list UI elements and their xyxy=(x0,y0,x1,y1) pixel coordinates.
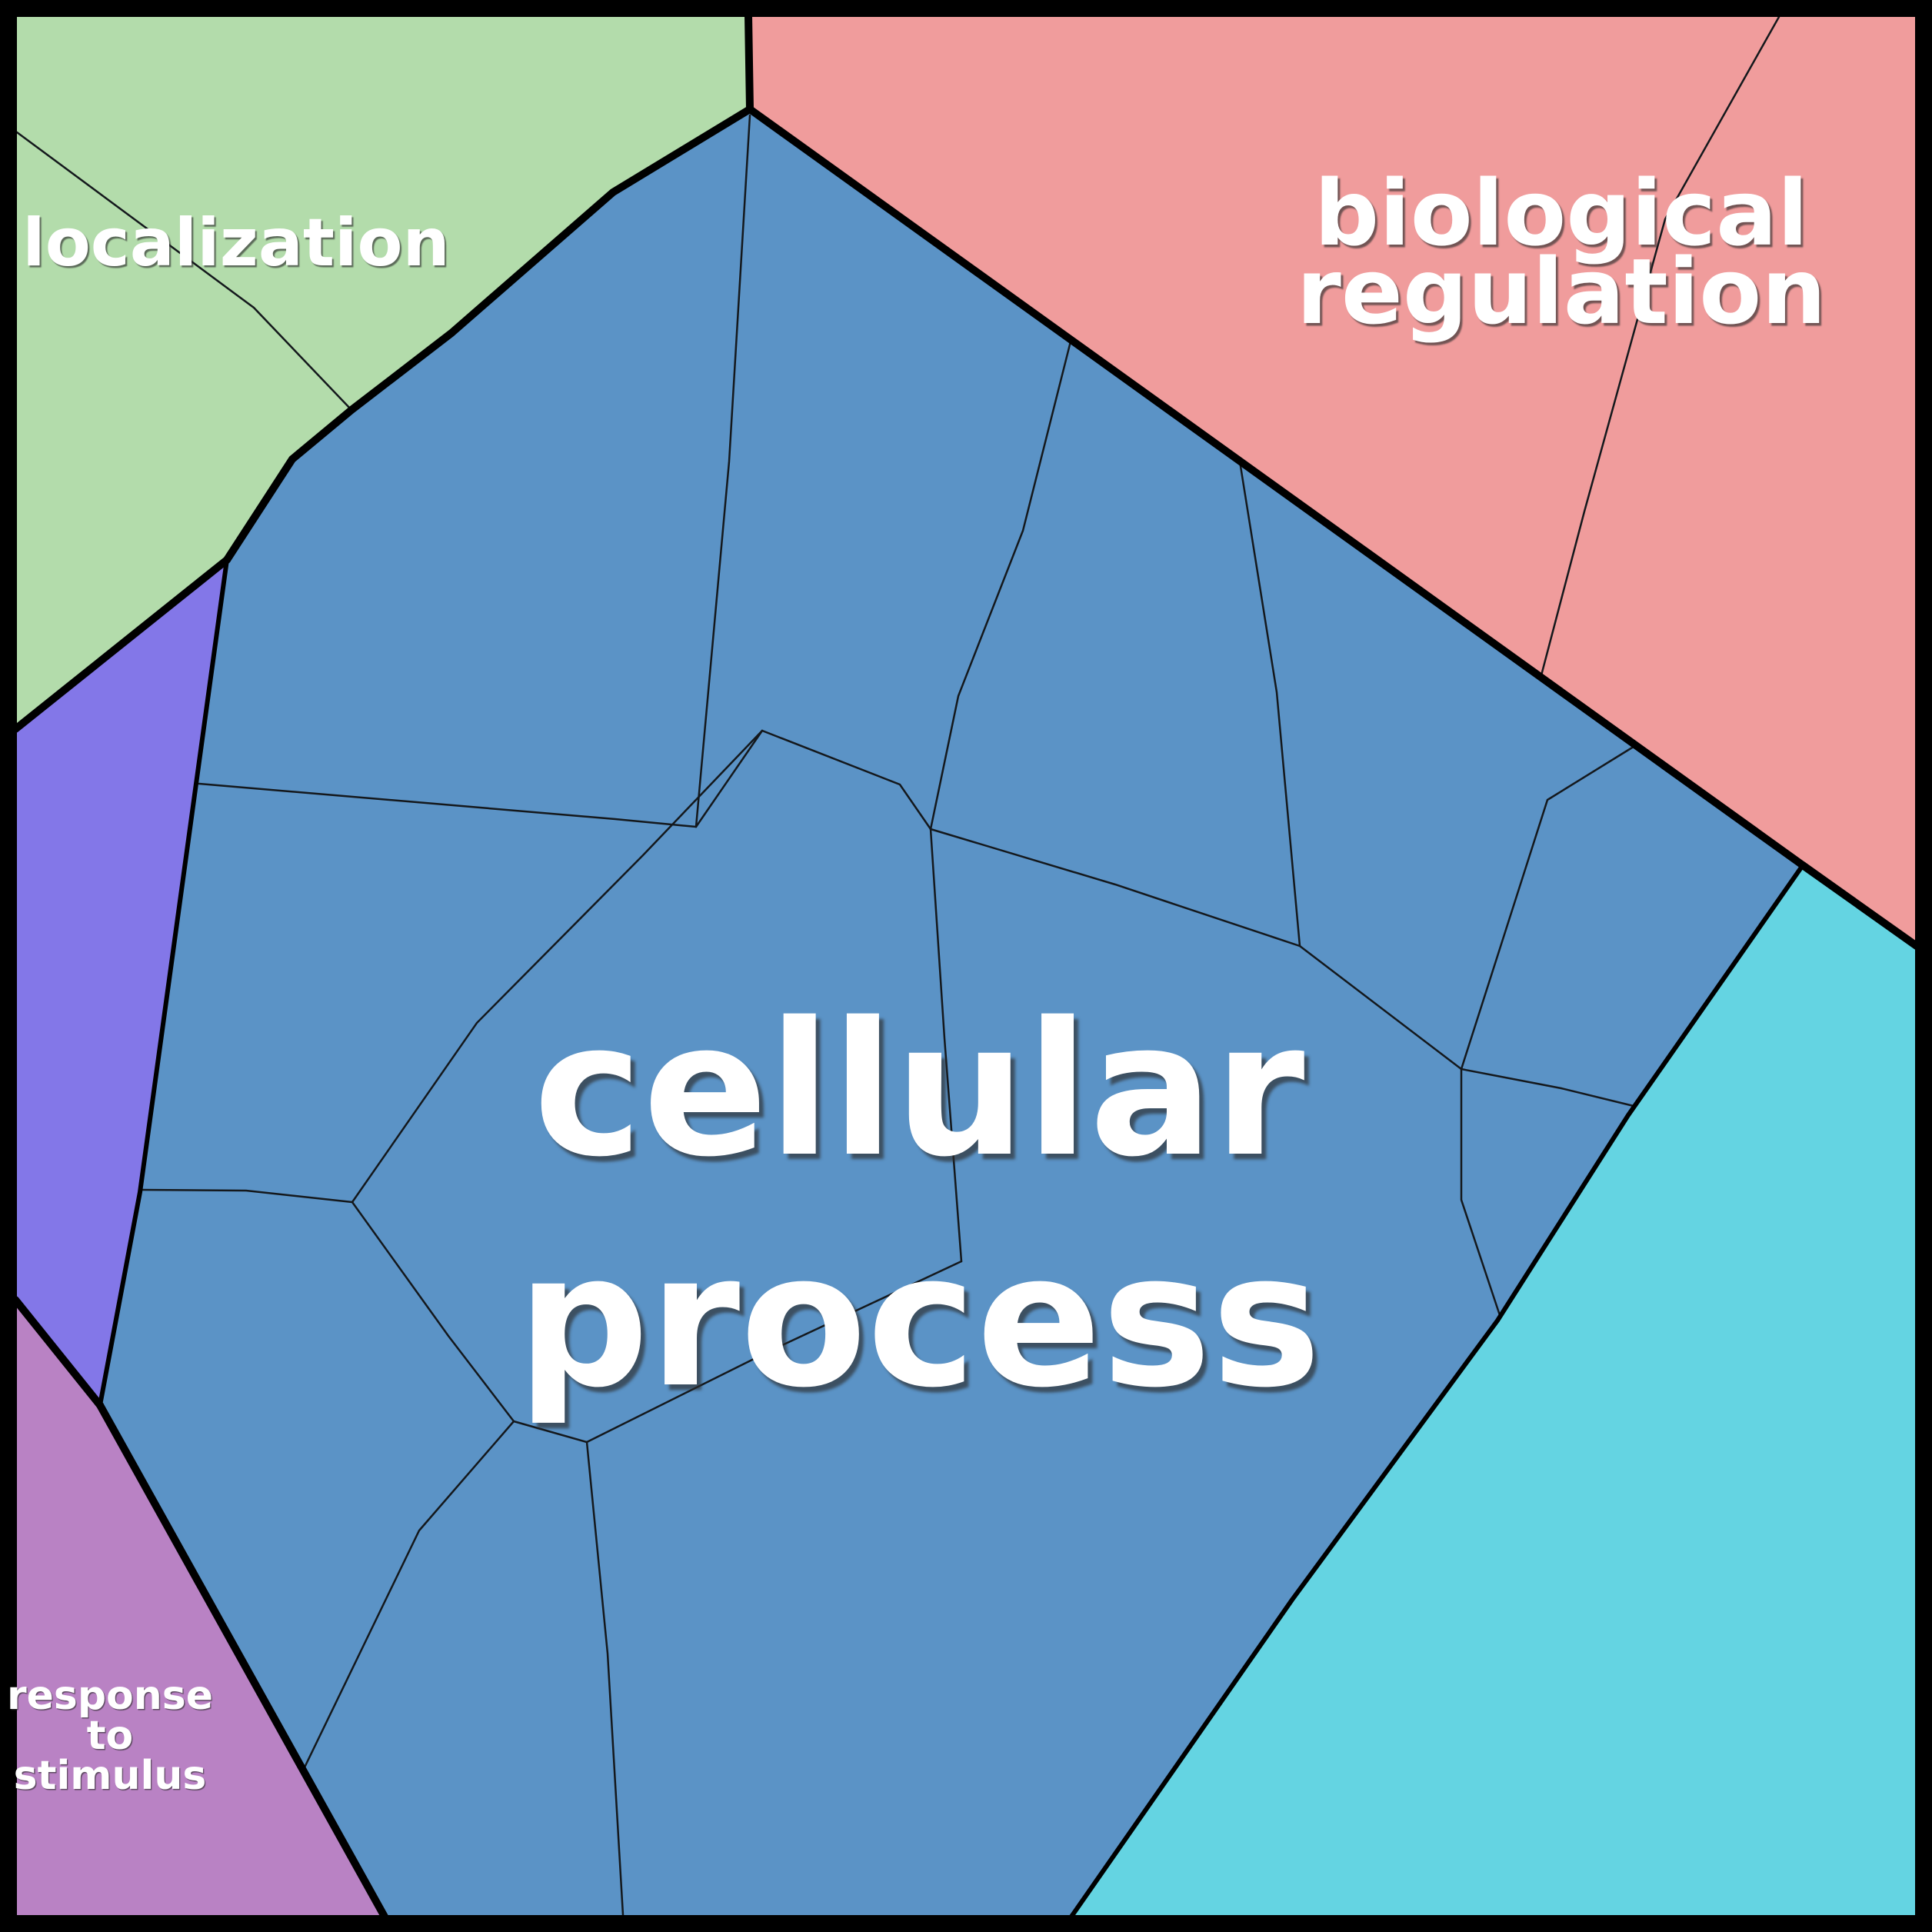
cell-unlabeled-left[interactable] xyxy=(15,560,227,1405)
cell-biological-regulation[interactable] xyxy=(748,15,1917,946)
cell-unlabeled-bottom-right[interactable] xyxy=(1071,865,1917,1917)
cell-label-response-to-stimulus-line3: stimulus xyxy=(14,1753,207,1799)
boundary-green-slateblue xyxy=(12,556,231,733)
cell-label-localization-line1: localization xyxy=(22,205,450,281)
subcell-line-p1 xyxy=(1540,15,1780,677)
subcell-line-b17 xyxy=(1460,1068,1501,1317)
cell-label-biological-regulation-line1: biological xyxy=(1314,160,1808,266)
subcell-line-b7 xyxy=(351,1201,515,1423)
cell-label-cellular-process-line2: process xyxy=(517,1213,1321,1428)
boundary-green-pink xyxy=(744,12,754,113)
cell-response-to-stimulus[interactable] xyxy=(15,1300,385,1917)
subcell-line-b4 xyxy=(761,729,932,831)
subcell-line-b10 xyxy=(585,1260,963,1444)
boundary-pink-blue xyxy=(746,105,1807,869)
subcell-line-b19 xyxy=(1460,744,1637,1071)
subcell-line-b14 xyxy=(929,828,1301,948)
subcell-line-b8 xyxy=(302,1420,515,1770)
subcell-line-b1 xyxy=(695,114,751,828)
cell-localization[interactable] xyxy=(15,15,750,729)
cell-label-cellular-process-line1: cellular xyxy=(533,982,1304,1198)
cell-label-response-to-stimulus-line2: to xyxy=(87,1713,134,1759)
subcell-line-b15 xyxy=(1238,460,1301,948)
cell-label-response-to-stimulus-line1: response xyxy=(7,1673,213,1719)
boundary-green-blue xyxy=(223,105,754,564)
subcell-line-b5 xyxy=(351,729,764,1204)
subcell-line-b6 xyxy=(139,1188,354,1204)
subcell-line-b12 xyxy=(929,828,963,1263)
boundary-slateblue-orchid xyxy=(12,1296,104,1409)
boundary-pink-cyan xyxy=(1799,861,1920,950)
subcell-line-b18 xyxy=(1460,1068,1635,1108)
boundary-blue-cyan xyxy=(1069,863,1805,1919)
subcell-line-b3 xyxy=(695,729,764,828)
subcell-line-b16 xyxy=(1298,944,1463,1071)
subcell-line-b11 xyxy=(585,1441,625,1917)
cell-label-biological-regulation-line2: regulation xyxy=(1297,238,1827,345)
boundary-orchid-blue xyxy=(96,1401,388,1920)
subcell-line-b2 xyxy=(198,782,698,828)
subcell-line-g1 xyxy=(15,131,353,411)
subcell-line-b9 xyxy=(512,1420,588,1444)
boundary-slateblue-blue xyxy=(98,558,229,1407)
subcell-line-b13 xyxy=(929,337,1073,831)
